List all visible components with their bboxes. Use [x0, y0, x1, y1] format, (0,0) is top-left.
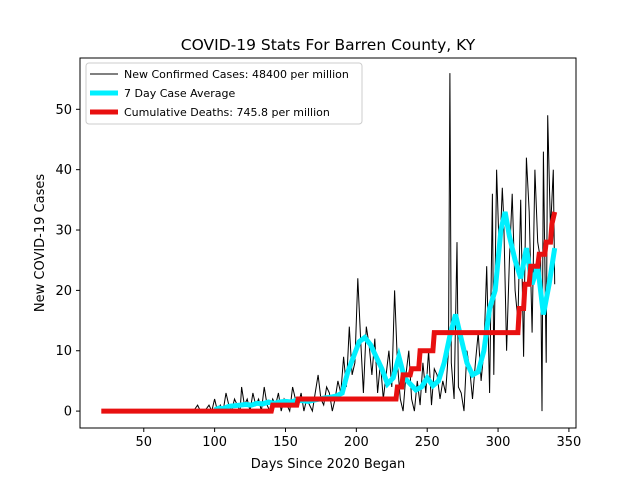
- x-axis: 50 100 150 200 250 300 350: [135, 428, 581, 450]
- y-tick-label: 10: [55, 344, 72, 359]
- series-line-cumulative-deaths: [101, 211, 558, 414]
- legend-label-seven-day-average: 7 Day Case Average: [124, 87, 236, 100]
- x-tick-label: 150: [273, 435, 298, 450]
- x-tick-label: 300: [486, 435, 511, 450]
- series-layer: [101, 73, 558, 414]
- legend-label-daily-cases: New Confirmed Cases: 48400 per million: [124, 68, 349, 81]
- y-tick-label: 40: [55, 163, 72, 178]
- x-tick-label: 50: [135, 435, 152, 450]
- plot-frame: [79, 57, 577, 429]
- x-tick-label: 250: [415, 435, 440, 450]
- chart-title: COVID-19 Stats For Barren County, KY: [181, 36, 476, 54]
- x-tick-label: 350: [557, 435, 582, 450]
- y-tick-label: 0: [64, 405, 72, 420]
- x-axis-label: Days Since 2020 Began: [251, 457, 406, 472]
- y-axis-label: New COVID-19 Cases: [33, 174, 48, 312]
- x-tick-label: 100: [202, 435, 227, 450]
- series-line-seven-day-average: [213, 211, 558, 413]
- y-axis: 0 10 20 30 40 50: [55, 103, 80, 420]
- y-tick-label: 50: [55, 103, 72, 118]
- legend: New Confirmed Cases: 48400 per million 7…: [85, 62, 363, 125]
- legend-box: [85, 62, 363, 125]
- x-tick-label: 200: [344, 435, 369, 450]
- y-tick-label: 20: [55, 284, 72, 299]
- legend-label-cumulative-deaths: Cumulative Deaths: 745.8 per million: [124, 106, 330, 119]
- y-tick-label: 30: [55, 224, 72, 239]
